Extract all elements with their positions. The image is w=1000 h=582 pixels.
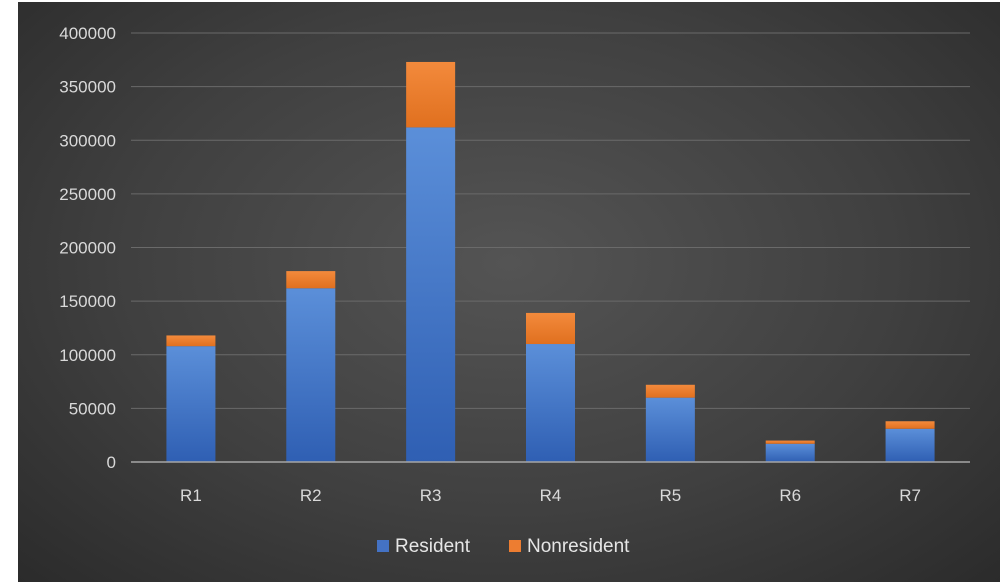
bar-segment-resident [885,428,935,462]
y-tick-label: 250000 [59,185,116,204]
x-tick-label: R5 [659,486,681,505]
bar-segment-resident [765,443,815,462]
bar-segment-nonresident [645,384,695,398]
bar-segment-resident [645,397,695,462]
y-tick-label: 50000 [69,399,116,418]
legend-label-nonresident: Nonresident [527,536,630,557]
legend: Resident Nonresident [377,536,630,557]
stacked-bar-chart: 0 50000 100000 150000 200000 250000 300000 3500… [59,24,970,557]
bar-segment-resident [526,344,575,462]
y-tick-label: 150000 [59,292,116,311]
x-tick-label: R3 [420,486,442,505]
bar-segment-resident [166,346,216,462]
y-tick-label: 300000 [59,131,116,150]
y-axis-tick-labels: 0 50000 100000 150000 200000 250000 300000 3500… [59,24,116,472]
y-tick-label: 100000 [59,346,116,365]
x-tick-label: R2 [300,486,322,505]
bar-segment-nonresident [406,61,456,128]
bar-segment-resident [286,288,336,462]
y-tick-label: 400000 [59,24,116,43]
gridlines [131,32,970,409]
legend-key-nonresident [509,540,521,552]
bar-segment-resident [406,127,456,462]
chart-area: 0 50000 100000 150000 200000 250000 300000 3500… [18,2,1000,582]
bar-segment-nonresident [166,335,216,347]
y-tick-label: 0 [107,453,116,472]
y-tick-label: 350000 [59,78,116,97]
legend-key-resident [377,540,389,552]
x-tick-label: R6 [779,486,801,505]
bar-segment-nonresident [765,440,815,444]
bars [166,61,935,462]
x-tick-label: R7 [899,486,921,505]
bar-segment-nonresident [526,312,575,345]
legend-label-resident: Resident [395,536,471,557]
x-tick-label: R4 [540,486,562,505]
bar-segment-nonresident [885,421,935,429]
x-axis-tick-labels: R1 R2 R3 R4 R5 R6 R7 [180,486,921,505]
bar-segment-nonresident [286,271,336,289]
y-tick-label: 200000 [59,239,116,258]
x-tick-label: R1 [180,486,202,505]
